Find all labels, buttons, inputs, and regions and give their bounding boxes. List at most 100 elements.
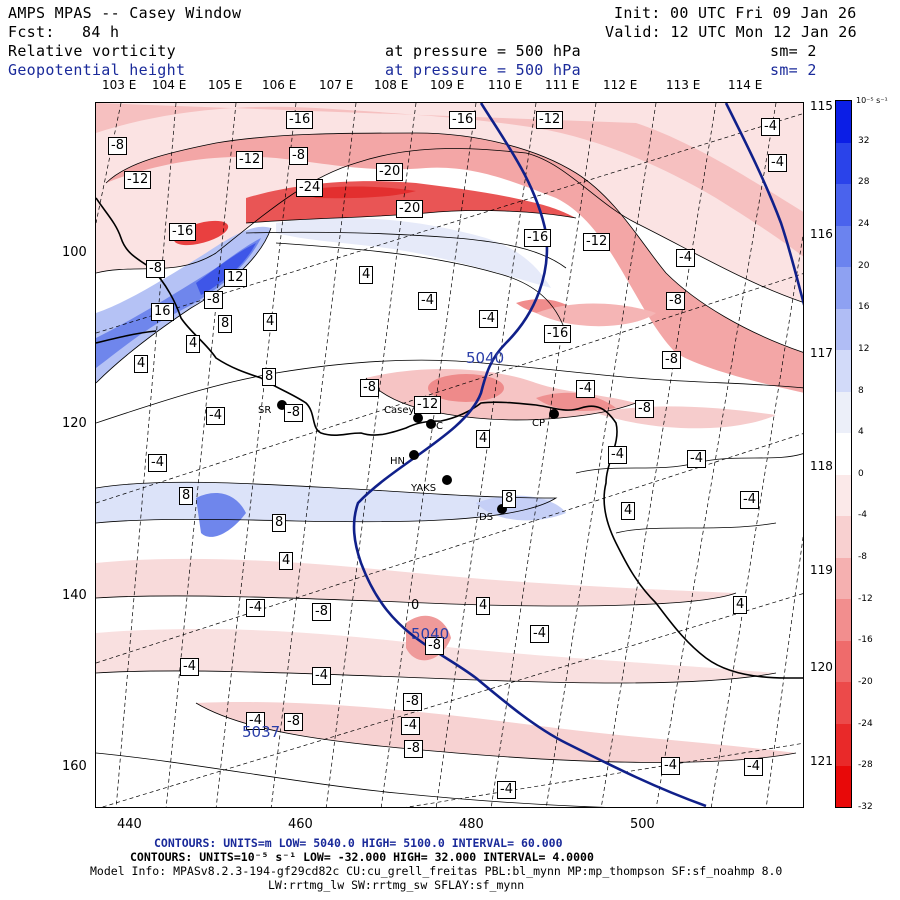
lon-label: 114 E (728, 78, 763, 92)
contour-label: 8 (262, 368, 277, 386)
lon-label: 111 E (545, 78, 580, 92)
colorbar-swatch (836, 682, 851, 724)
colorbar-tick-label: -28 (858, 760, 873, 771)
vort-neg-moderate (96, 103, 803, 257)
colorbar-swatch (836, 723, 851, 766)
station-marker[interactable] (277, 400, 287, 410)
height-contour-info: CONTOURS: UNITS=m LOW= 5040.0 HIGH= 5100… (154, 836, 563, 850)
station-marker[interactable] (497, 504, 507, 514)
colorbar-tick-label: -8 (858, 552, 867, 563)
vort-neg-patch (536, 303, 656, 327)
height-label: 5040 (466, 349, 505, 367)
lon-label: 106 E (262, 78, 297, 92)
contour-label: 4 (263, 313, 278, 331)
colorbar-swatch (836, 350, 851, 392)
field2-name: Geopotential height (8, 61, 186, 79)
station-label: Casey (384, 405, 415, 416)
station-marker[interactable] (442, 475, 452, 485)
map-plot-area[interactable]: SR Casey C HN YAKS DS CP -16 -16 -12 -8 … (95, 102, 804, 808)
vort-pos-patch (196, 493, 246, 537)
model-info: Model Info: MPASv8.2.3-194-gf29cd82c CU:… (90, 864, 783, 878)
lon-label: 112 E (603, 78, 638, 92)
contour-label: -4 (661, 757, 680, 775)
contour-label: 8 (218, 315, 233, 333)
field1-level: at pressure = 500 hPa (385, 42, 581, 60)
colorbar-tick-label: 28 (858, 177, 870, 188)
station-marker[interactable] (549, 409, 559, 419)
station-label: YAKS (411, 483, 437, 494)
vort-neg-strong (106, 133, 803, 393)
contour-label: -24 (296, 179, 324, 197)
contour-label: -16 (524, 229, 552, 247)
vorticity-contour-info: CONTOURS: UNITS=10⁻⁵ s⁻¹ LOW= -32.000 HI… (130, 850, 594, 864)
contour-label: 4 (621, 502, 636, 520)
colorbar-swatch (836, 101, 851, 143)
colorbar-tick-label: -24 (858, 718, 873, 729)
lon-label: 109 E (430, 78, 465, 92)
station-marker[interactable] (426, 419, 436, 429)
contour-label: -4 (206, 407, 225, 425)
colorbar-swatch (836, 184, 851, 226)
contour-label: -4 (418, 292, 437, 310)
forecast-label: Fcst: (8, 23, 55, 41)
colorbar-swatch (836, 516, 851, 558)
lon-label: 104 E (152, 78, 187, 92)
contour-label: -20 (376, 163, 404, 181)
colorbar-swatch (836, 308, 851, 351)
lon-label: 105 E (208, 78, 243, 92)
vort-neg-max (296, 186, 416, 199)
height-contour-5100 (724, 103, 803, 306)
lon-label: 107 E (319, 78, 354, 92)
contour-label: -12 (124, 171, 152, 189)
contour-label: 4 (134, 355, 149, 373)
contour-label: -20 (396, 200, 424, 218)
init-time: Init: 00 UTC Fri 09 Jan 26 (614, 4, 857, 22)
contour-label: -8 (404, 740, 423, 758)
y-tick-label: 100 (62, 245, 87, 260)
y-tick-label: 140 (62, 588, 87, 603)
vorticity-contours (96, 132, 803, 807)
colorbar-swatch (836, 557, 851, 600)
contour-label: 8 (272, 514, 287, 532)
colorbar-swatch (836, 225, 851, 268)
plot-title: AMPS MPAS -- Casey Window (8, 4, 242, 22)
forecast-hour: 84 h (82, 23, 120, 41)
colorbar-tick-label: 0 (858, 468, 864, 479)
station-label: HN (390, 456, 405, 467)
contour-label: -8 (662, 351, 681, 369)
lon-label: 113 E (666, 78, 701, 92)
station-label: SR (258, 405, 272, 416)
contour-label: -4 (479, 310, 498, 328)
contour-label: -12 (583, 233, 611, 251)
contour-label: -4 (576, 380, 595, 398)
colorbar-tick-label: 20 (858, 260, 870, 271)
x-tick-label: 480 (459, 817, 484, 832)
contour-label: -4 (761, 118, 780, 136)
graticule (96, 103, 803, 807)
colorbar-tick-label: 4 (858, 427, 864, 438)
height-label: 5040 (411, 625, 450, 643)
station-marker[interactable] (413, 413, 423, 423)
coastline (96, 330, 157, 344)
field2-level: at pressure = 500 hPa (385, 61, 581, 79)
contour-label: -12 (236, 151, 264, 169)
contour-label: -16 (449, 111, 477, 129)
contour-label: 4 (476, 430, 491, 448)
vort-neg-band (96, 558, 736, 606)
contour-label: -4 (608, 446, 627, 464)
contour-label: -4 (246, 712, 265, 730)
contour-label: -4 (312, 667, 331, 685)
vort-neg-band (196, 702, 796, 763)
colorbar-tick-label: -12 (858, 593, 873, 604)
contour-label: 8 (179, 487, 194, 505)
contour-label: -4 (401, 717, 420, 735)
height-label: 5037 (242, 723, 281, 741)
contour-label: 4 (186, 335, 201, 353)
colorbar-tick-label: -16 (858, 635, 873, 646)
contour-label: 0 (411, 598, 420, 613)
colorbar-swatch (836, 765, 851, 808)
contour-label: -8 (666, 292, 685, 310)
station-marker[interactable] (409, 450, 419, 460)
contour-label: -4 (744, 758, 763, 776)
colorbar-swatch (836, 474, 851, 517)
